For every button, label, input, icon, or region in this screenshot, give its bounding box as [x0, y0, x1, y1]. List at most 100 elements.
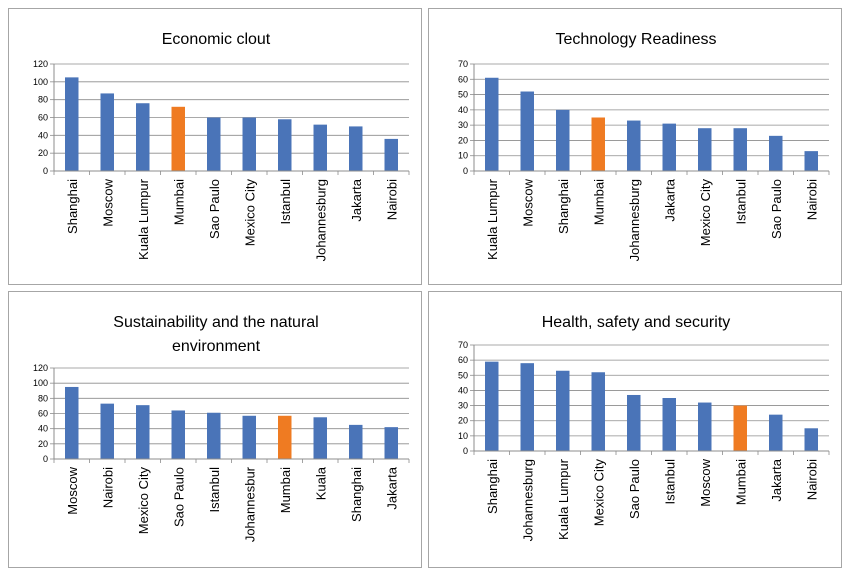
- bar-mumbai: [171, 106, 185, 171]
- bar-istanbul: [662, 398, 676, 451]
- chart-health-safety-security: Health, safety and security 0 10 20 30 40 50 60…: [458, 314, 830, 541]
- y-tick-label: 0: [43, 454, 48, 464]
- y-tick-label: 60: [38, 113, 48, 123]
- y-tick-label: 10: [458, 151, 468, 161]
- x-tick-label: Moscow: [100, 178, 115, 226]
- y-tick-label: 20: [458, 135, 468, 145]
- x-tick-label: Johannesburg: [627, 179, 642, 261]
- y-tick-label: 40: [38, 130, 48, 140]
- bar-mumbai: [591, 117, 605, 171]
- bar-sao-paulo: [769, 135, 783, 171]
- x-tick-label: Nairobi: [100, 467, 115, 508]
- bar-kuala-lumpur: [556, 370, 570, 451]
- bar-shanghai: [556, 109, 570, 171]
- y-tick-label: 60: [458, 74, 468, 84]
- y-tick-label: 30: [458, 401, 468, 411]
- x-tick-label: Moscow: [65, 466, 80, 514]
- bar-mumbai: [278, 415, 292, 459]
- chart-title: environment: [172, 338, 261, 355]
- bar-sao-paulo: [171, 410, 185, 459]
- bar-johannesburg: [313, 124, 327, 171]
- y-tick-label: 30: [458, 120, 468, 130]
- bar-mexico-city: [591, 372, 605, 451]
- y-tick-label: 20: [38, 148, 48, 158]
- bar-mexico-city: [242, 117, 256, 171]
- chart-panel-sustainability: Sustainability and the natural environmen…: [8, 291, 422, 568]
- chart-title: Sustainability and the natural: [113, 314, 318, 331]
- x-tick-label: Johannesburg: [313, 179, 328, 261]
- x-tick-label: Nairobi: [804, 459, 819, 500]
- y-tick-label: 40: [38, 424, 48, 434]
- x-tick-label: Nairobi: [804, 179, 819, 220]
- bar-moscow: [65, 386, 79, 459]
- x-tick-label: Mexico City: [698, 179, 713, 247]
- bar-istanbul: [207, 412, 221, 459]
- x-tick-label: Kuala Lumpur: [485, 178, 500, 260]
- x-tick-label: Jakarta: [662, 178, 677, 221]
- x-tick-label: Istanbul: [733, 179, 748, 225]
- bar-istanbul: [278, 119, 292, 171]
- bar-jakarta: [662, 123, 676, 171]
- x-tick-label: Shanghai: [485, 459, 500, 514]
- x-tick-label: Istanbul: [662, 459, 677, 505]
- bar-johannesbur: [242, 415, 256, 459]
- x-tick-label: Mumbai: [171, 179, 186, 225]
- chart-title: Health, safety and security: [542, 314, 731, 331]
- y-tick-label: 0: [43, 166, 48, 176]
- y-tick-label: 70: [458, 340, 468, 350]
- chart-title: Economic clout: [162, 31, 271, 48]
- y-tick-label: 80: [38, 95, 48, 105]
- chart-sustainability: Sustainability and the natural environmen…: [33, 314, 410, 542]
- x-tick-label: Sao Paulo: [769, 179, 784, 239]
- bar-moscow: [698, 402, 712, 451]
- y-tick-label: 10: [458, 431, 468, 441]
- y-tick-label: 0: [463, 166, 468, 176]
- y-tick-label: 20: [38, 439, 48, 449]
- bar-moscow: [100, 93, 114, 171]
- bar-sao-paulo: [627, 394, 641, 451]
- x-tick-label: Sao Paulo: [207, 179, 222, 239]
- x-tick-label: Jakarta: [349, 178, 364, 221]
- y-tick-label: 40: [458, 385, 468, 395]
- bar-jakarta: [769, 414, 783, 451]
- y-tick-label: 60: [38, 409, 48, 419]
- y-tick-label: 100: [33, 77, 48, 87]
- x-tick-label: Sao Paulo: [627, 459, 642, 519]
- y-tick-label: 80: [38, 393, 48, 403]
- bar-jakarta: [384, 427, 398, 459]
- x-tick-label: Mexico City: [242, 179, 257, 247]
- x-tick-label: Moscow: [698, 458, 713, 506]
- x-tick-label: Shanghai: [349, 467, 364, 522]
- bar-kuala-lumpur: [136, 103, 150, 171]
- x-tick-label: Kuala Lumpur: [556, 458, 571, 540]
- x-tick-label: Sao Paulo: [171, 467, 186, 527]
- x-tick-label: Moscow: [520, 178, 535, 226]
- x-tick-label: Mexico City: [136, 467, 151, 535]
- bar-johannesburg: [520, 363, 534, 451]
- bar-sao-paulo: [207, 117, 221, 171]
- x-tick-label: Mexico City: [591, 459, 606, 527]
- y-tick-label: 0: [463, 446, 468, 456]
- bar-jakarta: [349, 126, 363, 171]
- x-tick-label: Shanghai: [556, 179, 571, 234]
- x-tick-label: Johannesbur: [242, 466, 257, 542]
- x-tick-label: Kuala Lumpur: [136, 178, 151, 260]
- x-tick-label: Nairobi: [384, 179, 399, 220]
- x-tick-label: Shanghai: [65, 179, 80, 234]
- chart-economic-clout: Economic clout 0 20 40 60 80 100 120 Shanghai Mos…: [33, 31, 410, 261]
- bar-kuala-lumpur: [485, 77, 499, 171]
- bar-mumbai: [733, 405, 747, 451]
- bar-johannesburg: [627, 120, 641, 171]
- y-tick-label: 50: [458, 90, 468, 100]
- chart-technology-readiness: Technology Readiness 0 10 20 30 40 50 60 70 Kuala…: [458, 31, 830, 261]
- bar-istanbul: [733, 128, 747, 171]
- x-tick-label: Mumbai: [733, 459, 748, 505]
- bar-nairobi: [100, 403, 114, 459]
- x-tick-label: Istanbul: [207, 467, 222, 513]
- y-tick-label: 50: [458, 370, 468, 380]
- bar-mexico-city: [136, 405, 150, 459]
- bar-moscow: [520, 91, 534, 171]
- chart-panel-technology-readiness: Technology Readiness 0 10 20 30 40 50 60 70 Kuala…: [428, 8, 842, 285]
- chart-panel-health-safety-security: Health, safety and security 0 10 20 30 40 50 60…: [428, 291, 842, 568]
- bar-nairobi: [804, 151, 818, 171]
